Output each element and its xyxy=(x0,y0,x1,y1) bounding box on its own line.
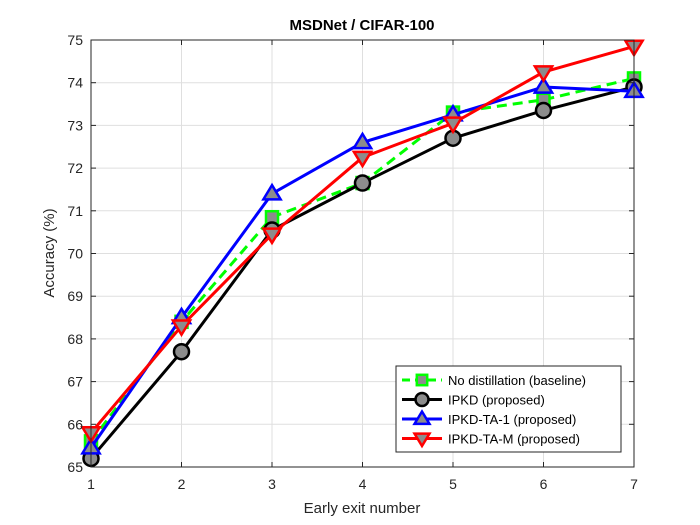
x-tick-label: 3 xyxy=(268,476,276,492)
chart-title: MSDNet / CIFAR-100 xyxy=(289,17,434,34)
legend-marker xyxy=(412,432,432,449)
data-point xyxy=(261,227,283,246)
data-point xyxy=(170,319,193,338)
data-point xyxy=(261,182,283,201)
legend-marker xyxy=(414,391,430,408)
x-tick-label: 6 xyxy=(540,476,548,492)
legend: No distillation (baseline) IPKD (proposed… xyxy=(395,365,622,453)
x-tick-label: 4 xyxy=(359,476,367,492)
y-tick-label: 68 xyxy=(67,331,83,347)
y-tick-label: 75 xyxy=(67,32,83,48)
data-point xyxy=(351,150,374,169)
y-tick-label: 65 xyxy=(67,459,83,475)
data-point xyxy=(532,75,555,94)
legend-entry: IPKD-TA-M (proposed) xyxy=(402,432,580,449)
legend-marker xyxy=(415,373,429,387)
y-tick-label: 67 xyxy=(67,374,83,390)
legend-label: IPKD-TA-1 (proposed) xyxy=(448,412,576,427)
legend-label: IPKD-TA-M (proposed) xyxy=(448,432,580,447)
y-tick-label: 66 xyxy=(67,416,83,432)
y-tick-label: 74 xyxy=(67,75,83,91)
x-tick-label: 2 xyxy=(178,476,186,492)
y-tick-label: 72 xyxy=(67,160,83,176)
data-point xyxy=(532,65,555,84)
y-tick-label: 69 xyxy=(67,288,83,304)
y-tick-label: 71 xyxy=(67,203,83,219)
y-tick-label: 73 xyxy=(67,117,83,133)
legend-marker xyxy=(412,409,432,426)
x-tick-label: 5 xyxy=(449,476,457,492)
legend-label: No distillation (baseline) xyxy=(448,373,586,388)
x-tick-label: 1 xyxy=(87,476,95,492)
data-point xyxy=(172,342,191,361)
data-point xyxy=(534,101,553,120)
x-tick-label: 7 xyxy=(630,476,638,492)
x-axis-label: Early exit number xyxy=(304,500,421,517)
data-point xyxy=(351,131,374,150)
legend-entry: IPKD (proposed) xyxy=(402,391,545,408)
y-tick-label: 70 xyxy=(67,246,83,262)
data-point xyxy=(442,116,464,135)
data-point xyxy=(353,174,372,192)
legend-label: IPKD (proposed) xyxy=(448,393,545,408)
series-3 xyxy=(80,39,645,444)
series-layer xyxy=(80,39,645,468)
legend-entry: No distillation (baseline) xyxy=(402,373,586,388)
legend-entry: IPKD-TA-1 (proposed) xyxy=(402,409,576,427)
y-axis-label: Accuracy (%) xyxy=(41,208,58,297)
